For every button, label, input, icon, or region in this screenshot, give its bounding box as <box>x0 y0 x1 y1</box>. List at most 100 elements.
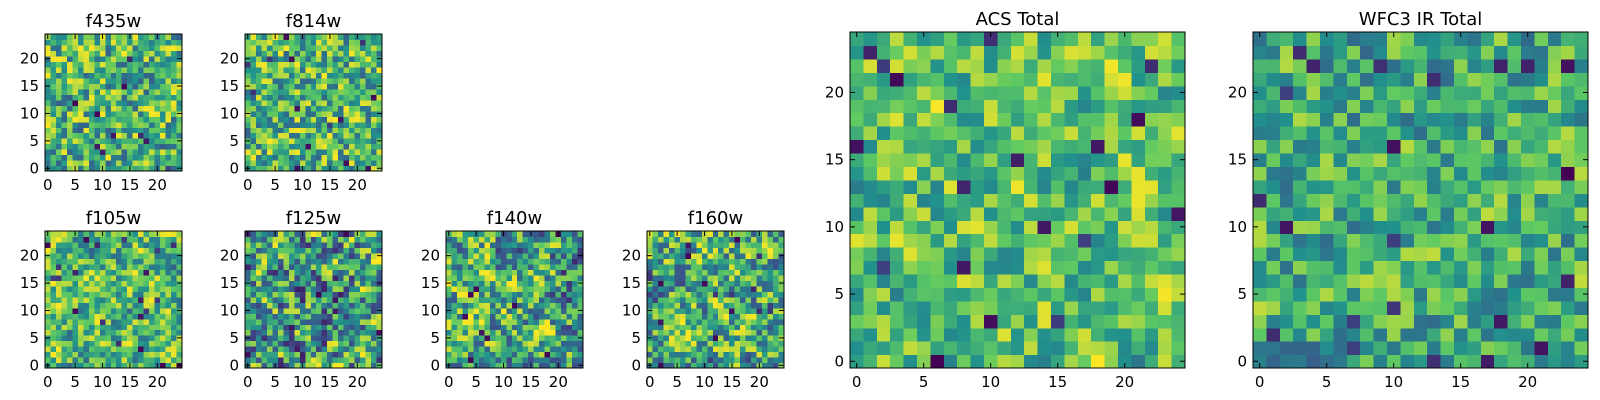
heatmap-cell <box>266 127 273 134</box>
heatmap-cell <box>1413 327 1428 342</box>
heatmap-cell <box>756 313 763 320</box>
heatmap-cell <box>99 258 106 265</box>
heatmap-cell <box>903 139 918 154</box>
heatmap-cell <box>55 357 63 364</box>
heatmap-cell <box>327 83 334 90</box>
heatmap-cell <box>261 88 268 95</box>
heatmap-cell <box>1427 233 1442 248</box>
heatmap-cell <box>116 34 123 41</box>
heatmap-cell <box>690 247 697 254</box>
heatmap-cell <box>1494 314 1509 329</box>
heatmap-cell <box>930 233 945 248</box>
heatmap-cell <box>116 302 123 309</box>
heatmap-cell <box>997 341 1012 356</box>
heatmap-cell <box>1306 341 1321 356</box>
heatmap-cell <box>528 340 535 347</box>
heatmap-cell <box>930 126 945 141</box>
heatmap-cell <box>1064 179 1079 194</box>
heatmap-cell <box>506 340 513 347</box>
heatmap-cell <box>77 231 84 238</box>
heatmap-cell <box>160 236 167 243</box>
heatmap-cell <box>138 121 145 128</box>
heatmap-cell <box>1320 273 1334 288</box>
heatmap-cell <box>572 329 579 336</box>
heatmap-cell <box>544 241 551 249</box>
heatmap-cell <box>903 260 918 275</box>
heatmap-cell <box>371 302 378 309</box>
heatmap-cell <box>850 341 864 356</box>
heatmap-cell <box>930 85 945 100</box>
heatmap-cell <box>712 351 719 358</box>
heatmap-cell <box>354 127 361 134</box>
heatmap-cell <box>462 357 469 364</box>
heatmap-cell <box>154 285 161 292</box>
heatmap-cell <box>577 241 584 249</box>
heatmap-cell <box>154 132 161 139</box>
heatmap-cell <box>1077 179 1092 194</box>
heatmap-cell <box>756 329 763 336</box>
x-tick-label: 5 <box>672 373 682 391</box>
heatmap-cell <box>160 116 167 123</box>
heatmap-cell <box>154 351 161 358</box>
heatmap-cell <box>1507 206 1522 221</box>
heatmap-cell <box>1360 166 1375 181</box>
heatmap-cell <box>261 247 268 254</box>
heatmap-cell <box>66 324 73 331</box>
heatmap-cell <box>277 307 284 314</box>
heatmap-cell <box>478 247 485 254</box>
heatmap-cell <box>1010 126 1025 141</box>
heatmap-cell <box>360 236 367 243</box>
heatmap-cell <box>349 44 356 52</box>
heatmap-cell <box>116 247 123 254</box>
heatmap-cell <box>577 236 584 243</box>
heatmap-cell <box>138 160 145 167</box>
heatmap-cell <box>863 166 878 181</box>
heatmap-cell <box>132 236 139 243</box>
heatmap-cell <box>66 127 73 134</box>
heatmap-cell <box>473 307 480 314</box>
heatmap-cell <box>332 116 339 123</box>
heatmap-cell <box>127 66 134 73</box>
heatmap-cell <box>550 252 557 259</box>
y-tick-label: 5 <box>29 329 39 347</box>
heatmap-cell <box>663 269 670 276</box>
heatmap-cell <box>550 329 557 336</box>
heatmap-cell <box>863 206 878 221</box>
heatmap-cell <box>1561 354 1576 369</box>
heatmap-cell <box>1131 273 1146 288</box>
heatmap-cell <box>745 258 752 265</box>
heatmap-cell <box>1360 300 1375 315</box>
heatmap-cell <box>489 258 496 265</box>
heatmap-cell <box>773 291 780 298</box>
heatmap-cell <box>1010 193 1025 208</box>
heatmap-cell <box>1024 273 1039 288</box>
heatmap-cell <box>528 307 535 314</box>
heatmap-cell <box>555 274 562 281</box>
heatmap-cell <box>957 341 972 356</box>
heatmap-cell <box>250 362 257 369</box>
heatmap-cell <box>283 357 290 364</box>
heatmap-cell <box>294 121 301 128</box>
heatmap-cell <box>1104 45 1119 60</box>
heatmap-cell <box>143 72 150 79</box>
heatmap-cell <box>473 318 480 325</box>
heatmap-cell <box>154 88 161 95</box>
heatmap-cell <box>668 329 675 336</box>
heatmap-cell <box>729 241 736 249</box>
heatmap-cell <box>105 55 112 62</box>
heatmap-cell <box>1440 179 1455 194</box>
heatmap-cell <box>674 313 681 320</box>
heatmap-cell <box>495 296 502 303</box>
heatmap-cell <box>1171 126 1186 141</box>
heatmap-cell <box>773 274 780 281</box>
heatmap-cell <box>1051 300 1065 315</box>
heatmap-cell <box>751 335 758 342</box>
heatmap-cell <box>1333 206 1348 221</box>
heatmap-cell <box>132 165 139 172</box>
heatmap-cell <box>77 318 84 325</box>
heatmap-cell <box>165 94 172 101</box>
heatmap-cell <box>957 72 972 87</box>
heatmap-cell <box>294 160 301 167</box>
heatmap-cell <box>1440 354 1455 369</box>
heatmap-cell <box>116 55 123 62</box>
